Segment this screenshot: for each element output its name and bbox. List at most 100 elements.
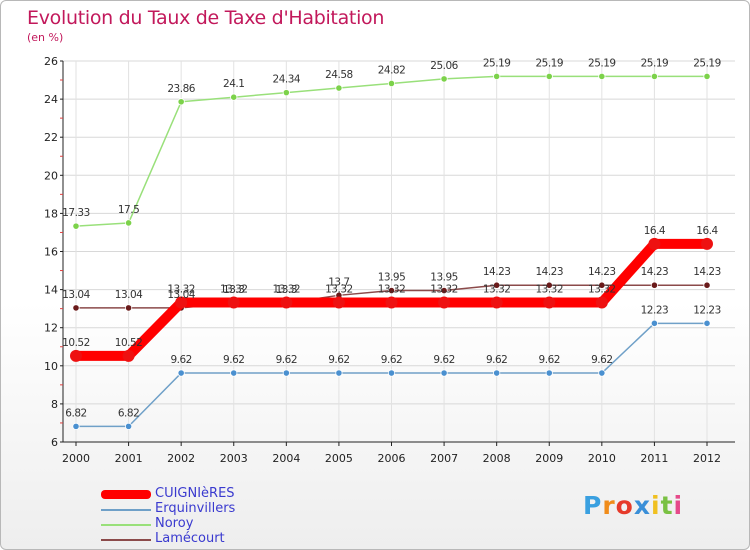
data-point[interactable] bbox=[703, 281, 711, 289]
legend-item: Noroy bbox=[101, 516, 401, 532]
data-point[interactable] bbox=[440, 286, 448, 295]
logo-letter: i bbox=[673, 491, 684, 520]
data-point[interactable] bbox=[124, 304, 133, 312]
data-point[interactable] bbox=[72, 222, 80, 230]
data-label: 13.32 bbox=[273, 284, 301, 296]
data-label: 23.86 bbox=[167, 83, 195, 95]
x-tick-label: 2007 bbox=[430, 452, 458, 465]
data-point[interactable] bbox=[545, 72, 553, 81]
data-point[interactable] bbox=[598, 281, 606, 289]
legend-swatch bbox=[101, 509, 151, 511]
x-tick-label: 2001 bbox=[115, 452, 143, 465]
x-tick-label: 2003 bbox=[220, 452, 248, 465]
data-point[interactable] bbox=[387, 369, 396, 377]
data-point[interactable] bbox=[227, 296, 240, 309]
data-point[interactable] bbox=[598, 369, 606, 377]
data-label: 25.19 bbox=[641, 57, 669, 69]
data-point[interactable] bbox=[545, 281, 553, 289]
x-tick-label: 2010 bbox=[588, 452, 616, 465]
data-point[interactable] bbox=[282, 369, 290, 377]
data-label: 24.82 bbox=[378, 64, 406, 76]
data-label: 13.7 bbox=[328, 276, 349, 288]
data-point[interactable] bbox=[650, 281, 659, 289]
y-tick-label: 26 bbox=[44, 55, 58, 68]
data-point[interactable] bbox=[387, 286, 396, 295]
logo-letter: r bbox=[602, 491, 616, 520]
data-point[interactable] bbox=[493, 72, 501, 81]
data-point[interactable] bbox=[543, 296, 556, 309]
data-point[interactable] bbox=[124, 422, 133, 430]
legend-item: Erquinvillers bbox=[101, 501, 401, 517]
data-label: 10.52 bbox=[115, 337, 143, 349]
legend-item: Lamécourt bbox=[101, 531, 401, 547]
chart-title: Evolution du Taux de Taxe d'Habitation bbox=[27, 7, 385, 29]
data-point[interactable] bbox=[440, 369, 448, 377]
logo-letter: t bbox=[660, 491, 674, 520]
data-label: 17.5 bbox=[118, 204, 139, 216]
data-point[interactable] bbox=[493, 281, 501, 289]
data-point[interactable] bbox=[177, 369, 185, 377]
x-tick-label: 2005 bbox=[325, 452, 353, 465]
data-point[interactable] bbox=[332, 296, 345, 309]
data-point[interactable] bbox=[545, 369, 553, 377]
data-label: 14.23 bbox=[693, 266, 721, 278]
data-point[interactable] bbox=[387, 79, 396, 88]
data-point[interactable] bbox=[230, 93, 238, 101]
data-label: 9.62 bbox=[433, 354, 454, 366]
y-tick-label: 10 bbox=[44, 360, 58, 373]
data-point[interactable] bbox=[230, 369, 238, 377]
legend-label: Erquinvillers bbox=[155, 501, 236, 516]
data-point[interactable] bbox=[124, 219, 133, 227]
data-point[interactable] bbox=[335, 84, 343, 92]
data-point[interactable] bbox=[650, 72, 659, 81]
x-tick-label: 2004 bbox=[272, 452, 300, 465]
data-point[interactable] bbox=[598, 72, 606, 81]
data-label: 9.62 bbox=[170, 354, 191, 366]
data-label: 14.23 bbox=[588, 266, 616, 278]
data-point[interactable] bbox=[440, 75, 448, 83]
data-point[interactable] bbox=[177, 98, 185, 106]
legend-swatch bbox=[101, 524, 151, 526]
data-point[interactable] bbox=[72, 422, 80, 430]
logo-letter: P bbox=[583, 491, 603, 520]
data-label: 13.32 bbox=[325, 284, 353, 296]
data-point[interactable] bbox=[282, 89, 290, 97]
data-label: 14.23 bbox=[535, 266, 563, 278]
data-label: 9.62 bbox=[276, 354, 297, 366]
data-label: 13.95 bbox=[430, 272, 458, 284]
x-tick-label: 2008 bbox=[483, 452, 511, 465]
data-point[interactable] bbox=[72, 304, 80, 312]
data-label: 9.62 bbox=[328, 354, 349, 366]
x-tick-label: 2000 bbox=[62, 452, 90, 465]
data-point[interactable] bbox=[175, 296, 188, 309]
data-label: 25.19 bbox=[483, 57, 511, 69]
data-point[interactable] bbox=[438, 296, 451, 309]
data-point[interactable] bbox=[595, 296, 608, 309]
data-point[interactable] bbox=[701, 237, 713, 250]
data-point[interactable] bbox=[648, 237, 661, 250]
data-label: 9.62 bbox=[381, 354, 402, 366]
data-label: 16.4 bbox=[696, 225, 718, 237]
data-point[interactable] bbox=[703, 319, 711, 327]
data-label: 13.95 bbox=[378, 272, 406, 284]
data-point[interactable] bbox=[280, 296, 293, 309]
x-tick-label: 2012 bbox=[693, 452, 721, 465]
data-label: 9.62 bbox=[591, 354, 612, 366]
data-label: 14.23 bbox=[483, 266, 511, 278]
data-point[interactable] bbox=[703, 72, 711, 81]
data-point[interactable] bbox=[385, 296, 398, 309]
y-tick-label: 24 bbox=[44, 93, 58, 106]
data-point[interactable] bbox=[122, 349, 135, 362]
data-label: 24.1 bbox=[223, 78, 244, 90]
y-tick-label: 14 bbox=[44, 284, 58, 297]
data-point[interactable] bbox=[493, 369, 501, 377]
data-point[interactable] bbox=[70, 349, 82, 362]
data-point[interactable] bbox=[490, 296, 503, 309]
data-label: 25.06 bbox=[430, 60, 458, 72]
data-point[interactable] bbox=[335, 369, 343, 377]
x-tick-label: 2006 bbox=[378, 452, 406, 465]
data-label: 25.19 bbox=[535, 57, 563, 69]
data-label: 13.32 bbox=[430, 284, 458, 296]
data-point[interactable] bbox=[650, 319, 659, 327]
